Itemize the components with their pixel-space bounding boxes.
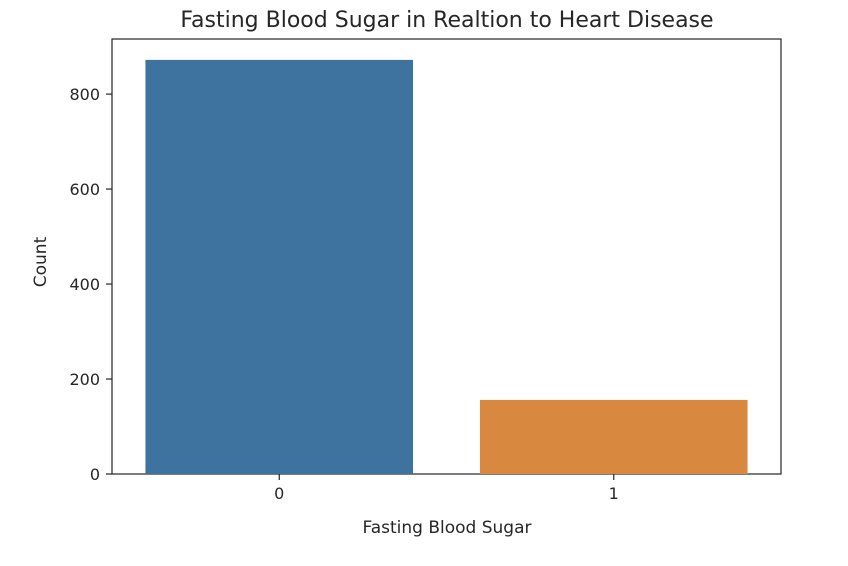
bar-1 <box>479 399 748 474</box>
bars-group <box>145 59 748 474</box>
y-tick-label-600: 600 <box>69 180 100 199</box>
plot-area-frame <box>111 38 782 475</box>
x-axis-label: Fasting Blood Sugar <box>363 518 532 538</box>
y-tick-label-400: 400 <box>69 275 100 294</box>
y-tick-label-200: 200 <box>69 370 100 389</box>
y-axis: 0 200 400 600 800 <box>69 85 112 484</box>
y-tick-label-0: 0 <box>90 465 100 484</box>
x-tick-label-1: 1 <box>609 484 619 503</box>
bar-0 <box>145 59 414 474</box>
y-axis-label: Count <box>31 236 51 287</box>
chart-title: Fasting Blood Sugar in Realtion to Heart… <box>180 8 713 33</box>
y-tick-label-800: 800 <box>69 85 100 104</box>
x-tick-label-0: 0 <box>274 484 284 503</box>
